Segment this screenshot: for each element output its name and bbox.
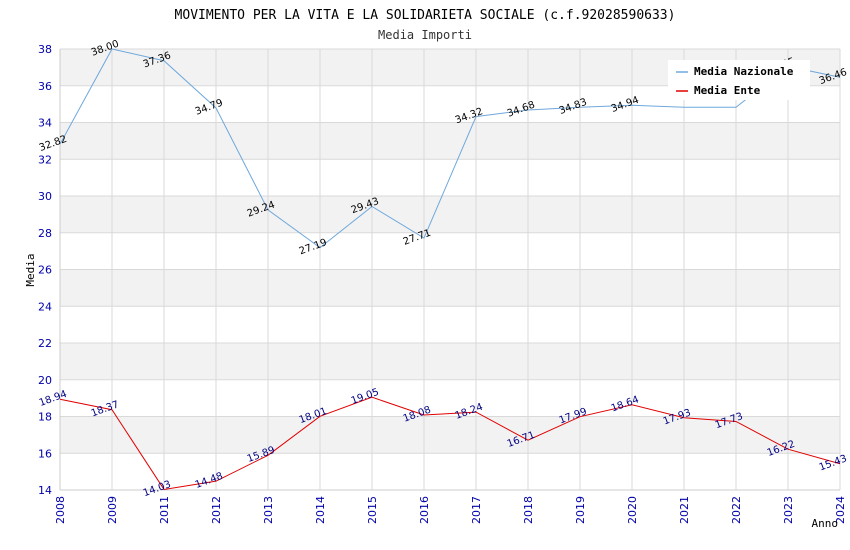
x-tick-label: 2024 xyxy=(834,496,847,524)
y-tick-label: 18 xyxy=(38,411,52,424)
data-label: 34.68 xyxy=(506,100,537,120)
data-label: 18.64 xyxy=(610,394,641,414)
x-tick-label: 2008 xyxy=(54,496,67,524)
x-tick-label: 2012 xyxy=(210,496,223,524)
data-label: 14.48 xyxy=(194,471,225,491)
x-tick-label: 2018 xyxy=(522,496,535,524)
x-tick-label: 2014 xyxy=(314,496,327,524)
y-tick-label: 32 xyxy=(38,153,52,166)
x-tick-label: 2020 xyxy=(626,496,639,524)
y-tick-label: 28 xyxy=(38,227,52,240)
plot-band xyxy=(60,269,840,307)
data-label: 15.43 xyxy=(818,453,849,473)
legend-label-media-ente: Media Ente xyxy=(694,84,761,97)
plot-band xyxy=(60,343,840,380)
x-tick-label: 2016 xyxy=(418,496,431,524)
x-tick-label: 2009 xyxy=(106,496,119,524)
data-label: 18.94 xyxy=(38,389,69,409)
y-tick-label: 38 xyxy=(38,43,52,56)
chart-title: MOVIMENTO PER LA VITA E LA SOLIDARIETA S… xyxy=(175,8,676,23)
series-line-media-ente xyxy=(59,396,841,490)
x-tick-label: 2023 xyxy=(782,496,795,524)
y-tick-label: 14 xyxy=(38,484,52,497)
y-axis-ticks: 14 16 18 20 22 24 26 28 30 32 34 36 38 xyxy=(38,43,52,497)
x-tick-label: 2017 xyxy=(470,496,483,524)
y-tick-label: 26 xyxy=(38,264,52,277)
series-line-media-nazionale xyxy=(59,48,841,249)
x-tick-label: 2015 xyxy=(366,496,379,524)
legend-box xyxy=(668,60,810,100)
y-axis-label: Media xyxy=(24,253,37,286)
y-tick-label: 16 xyxy=(38,447,52,460)
series-lines xyxy=(59,48,841,490)
y-tick-label: 36 xyxy=(38,80,52,93)
plot-background xyxy=(60,49,840,454)
x-tick-label: 2011 xyxy=(158,496,171,524)
data-label: 34.83 xyxy=(558,97,589,117)
y-tick-label: 30 xyxy=(38,190,52,203)
legend-label-media-nazionale: Media Nazionale xyxy=(694,65,794,78)
y-tick-label: 20 xyxy=(38,374,52,387)
legend: Media Nazionale Media Ente xyxy=(668,60,810,100)
plot-band xyxy=(60,196,840,233)
plot-band xyxy=(60,416,840,454)
x-axis-ticks: 2008 2009 2011 2012 2013 2014 2015 2016 2017 2018… xyxy=(54,496,847,524)
y-tick-label: 22 xyxy=(38,337,52,350)
x-tick-label: 2021 xyxy=(678,496,691,524)
x-tick-label: 2022 xyxy=(730,496,743,524)
x-axis-label: Anno xyxy=(812,517,839,530)
data-label: 19.05 xyxy=(350,387,381,407)
y-tick-label: 34 xyxy=(38,117,52,130)
data-label: 34.94 xyxy=(610,95,641,115)
chart-subtitle: Media Importi xyxy=(378,28,472,42)
x-tick-label: 2013 xyxy=(262,496,275,524)
x-tick-label: 2019 xyxy=(574,496,587,524)
data-label: 27.19 xyxy=(298,237,329,257)
plot-band xyxy=(60,122,840,160)
y-tick-label: 24 xyxy=(38,300,52,313)
gridlines xyxy=(59,48,841,491)
